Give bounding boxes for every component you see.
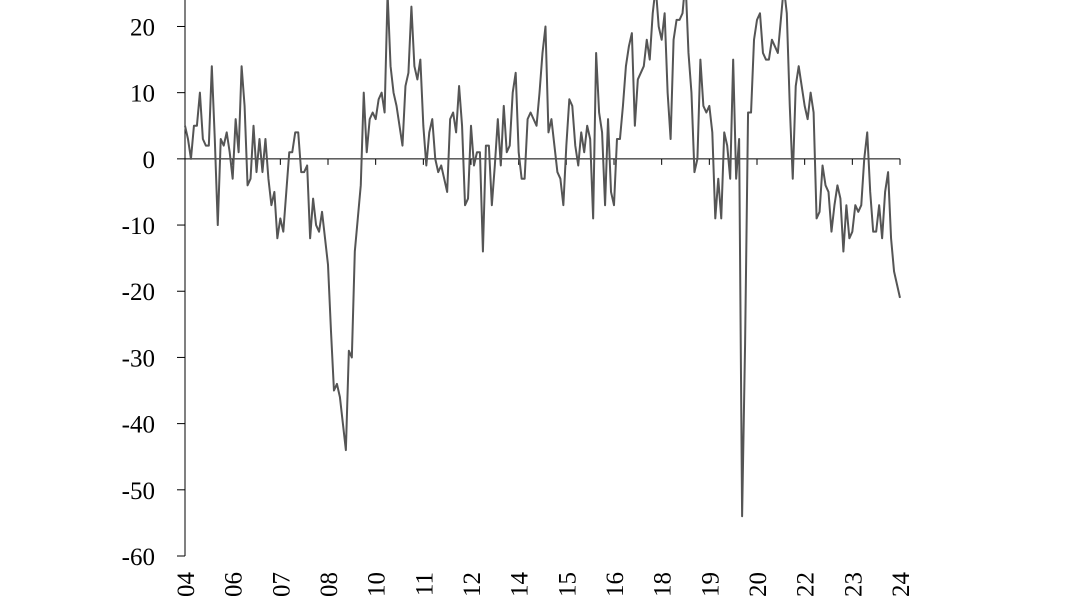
x-tick-label: 24 xyxy=(888,572,915,598)
x-tick-label: 18 xyxy=(650,572,677,597)
y-tick-label: -10 xyxy=(122,213,155,240)
x-tick-label: 06 xyxy=(221,572,248,597)
y-tick-label: -60 xyxy=(122,544,155,571)
y-tick-label: 20 xyxy=(130,14,155,41)
y-tick-label: -40 xyxy=(122,412,155,439)
y-tick-label: -50 xyxy=(122,478,155,505)
x-tick-label: 12 xyxy=(459,572,486,597)
x-tick-label: 22 xyxy=(793,572,820,597)
y-tick-label: -30 xyxy=(122,345,155,372)
x-tick-label: 23 xyxy=(840,572,867,597)
x-tick-label: 20 xyxy=(745,572,772,597)
x-tick-label: 16 xyxy=(602,572,629,597)
x-tick-label: 11 xyxy=(411,572,438,596)
x-tick-label: 14 xyxy=(507,572,534,598)
plot-area xyxy=(184,0,901,518)
x-tick-label: 10 xyxy=(364,572,391,597)
x-tick-label: 19 xyxy=(697,572,724,597)
x-tick-label: 08 xyxy=(316,572,343,597)
y-tick-label: -20 xyxy=(122,279,155,306)
data-line xyxy=(184,0,901,518)
y-tick-label: 0 xyxy=(143,147,156,174)
y-tick-label: 10 xyxy=(130,81,155,108)
x-tick-label: 07 xyxy=(268,572,295,597)
x-tick-label: 04 xyxy=(173,572,200,598)
x-tick-label: 15 xyxy=(554,572,581,597)
